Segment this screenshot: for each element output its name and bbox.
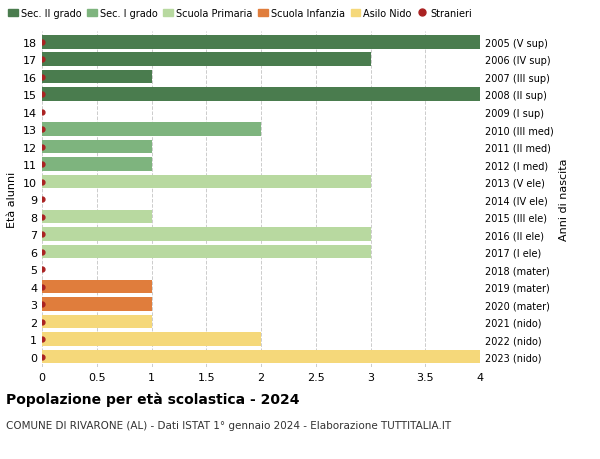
Bar	[42, 245, 371, 259]
Bar	[42, 158, 151, 172]
Bar	[42, 350, 480, 364]
Bar	[42, 228, 371, 241]
Text: Popolazione per età scolastica - 2024: Popolazione per età scolastica - 2024	[6, 392, 299, 406]
Bar	[42, 210, 151, 224]
Legend: Sec. II grado, Sec. I grado, Scuola Primaria, Scuola Infanzia, Asilo Nido, Stran: Sec. II grado, Sec. I grado, Scuola Prim…	[4, 5, 476, 22]
Bar	[42, 53, 371, 67]
Bar	[42, 88, 480, 102]
Bar	[42, 36, 480, 50]
Bar	[42, 71, 151, 84]
Text: COMUNE DI RIVARONE (AL) - Dati ISTAT 1° gennaio 2024 - Elaborazione TUTTITALIA.I: COMUNE DI RIVARONE (AL) - Dati ISTAT 1° …	[6, 420, 451, 431]
Bar	[42, 315, 151, 329]
Bar	[42, 280, 151, 294]
Bar	[42, 297, 151, 311]
Bar	[42, 332, 261, 346]
Y-axis label: Età alunni: Età alunni	[7, 172, 17, 228]
Bar	[42, 175, 371, 189]
Bar	[42, 123, 261, 137]
Y-axis label: Anni di nascita: Anni di nascita	[559, 158, 569, 241]
Bar	[42, 140, 151, 154]
